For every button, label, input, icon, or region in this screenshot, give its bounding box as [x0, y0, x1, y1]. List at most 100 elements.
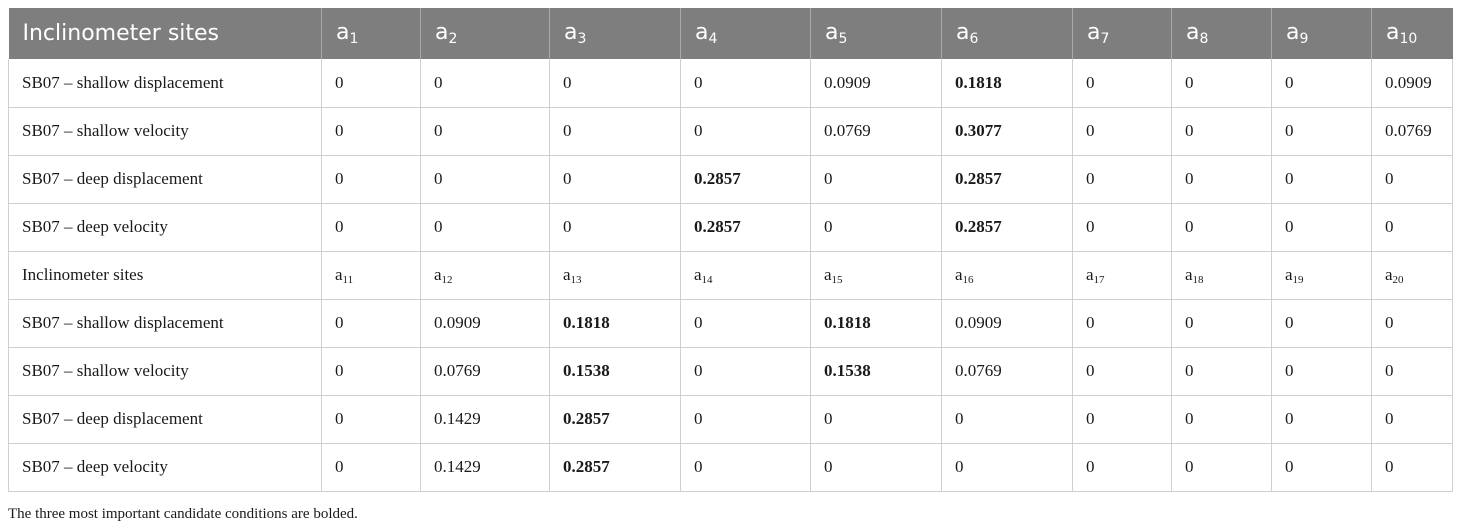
- table-row: SB07 – deep displacement 0 0.1429 0.2857 0 0 0…: [8, 395, 1453, 444]
- value-cell: 0: [321, 155, 421, 204]
- value-cell: 0: [1072, 59, 1172, 108]
- value-cell: 0: [941, 395, 1073, 444]
- value-cell: 0.1538: [810, 347, 942, 396]
- value-cell: 0.0909: [941, 299, 1073, 348]
- value-cell: 0: [549, 59, 681, 108]
- value-cell: 0: [1171, 395, 1272, 444]
- value-cell: 0.0769: [1371, 107, 1453, 156]
- table-container: Inclinometer sites a1 a2 a3 a4 a5 a6 a7 …: [8, 8, 1453, 492]
- value-cell: 0: [1072, 443, 1172, 492]
- header-cell: a7: [1072, 8, 1172, 59]
- value-cell: 0: [420, 203, 550, 252]
- value-cell: 0: [321, 107, 421, 156]
- value-cell: 0: [1171, 107, 1272, 156]
- value-cell: 0: [1371, 395, 1453, 444]
- value-cell: 0: [1171, 347, 1272, 396]
- subheader-cell: a19: [1271, 251, 1372, 300]
- table-row: SB07 – shallow velocity 0 0.0769 0.1538 0 0.1…: [8, 347, 1453, 396]
- table-body: SB07 – shallow displacement 0 0 0 0 0.0909 0.1…: [8, 59, 1453, 492]
- value-cell: 0: [680, 347, 811, 396]
- value-cell: 0.1429: [420, 443, 550, 492]
- subheader-cell: a16: [941, 251, 1073, 300]
- value-cell: 0.0769: [941, 347, 1073, 396]
- table-row: SB07 – shallow displacement 0 0 0 0 0.0909 0.1…: [8, 59, 1453, 108]
- value-cell: 0.0769: [420, 347, 550, 396]
- value-cell: 0: [941, 443, 1073, 492]
- value-cell: 0.2857: [680, 203, 811, 252]
- subheader-cell: a13: [549, 251, 681, 300]
- header-cell: a6: [941, 8, 1073, 59]
- value-cell: 0: [680, 395, 811, 444]
- value-cell: 0.1818: [941, 59, 1073, 108]
- row-site-label: SB07 – deep velocity: [8, 203, 322, 252]
- value-cell: 0.3077: [941, 107, 1073, 156]
- value-cell: 0.2857: [680, 155, 811, 204]
- value-cell: 0: [420, 155, 550, 204]
- value-cell: 0: [549, 107, 681, 156]
- value-cell: 0: [1271, 59, 1372, 108]
- subheader-cell: a14: [680, 251, 811, 300]
- value-cell: 0: [420, 59, 550, 108]
- value-cell: 0: [810, 155, 942, 204]
- table-row: SB07 – shallow displacement 0 0.0909 0.1818…: [8, 299, 1453, 348]
- row-site-label: SB07 – deep velocity: [8, 443, 322, 492]
- value-cell: 0: [1171, 155, 1272, 204]
- value-cell: 0: [420, 107, 550, 156]
- value-cell: 0.2857: [549, 395, 681, 444]
- row-site-label: SB07 – shallow displacement: [8, 299, 322, 348]
- value-cell: 0: [1171, 203, 1272, 252]
- value-cell: 0: [1072, 155, 1172, 204]
- value-cell: 0: [549, 203, 681, 252]
- value-cell: 0: [1171, 299, 1272, 348]
- value-cell: 0: [1371, 347, 1453, 396]
- value-cell: 0: [1072, 347, 1172, 396]
- header-site-label: Inclinometer sites: [8, 8, 322, 59]
- header-cell: a5: [810, 8, 942, 59]
- value-cell: 0: [1271, 203, 1372, 252]
- value-cell: 0: [1171, 59, 1272, 108]
- candidate-conditions-table: Inclinometer sites a1 a2 a3 a4 a5 a6 a7 …: [8, 8, 1453, 492]
- value-cell: 0.0909: [810, 59, 942, 108]
- row-site-label: SB07 – deep displacement: [8, 155, 322, 204]
- value-cell: 0.2857: [941, 203, 1073, 252]
- subheader-cell: a17: [1072, 251, 1172, 300]
- value-cell: 0: [321, 299, 421, 348]
- value-cell: 0: [1271, 443, 1372, 492]
- table-row: SB07 – deep velocity 0 0 0 0.2857 0 0.2857 0 0 0 0: [8, 203, 1453, 252]
- value-cell: 0: [680, 299, 811, 348]
- subheader-cell: a18: [1171, 251, 1272, 300]
- value-cell: 0: [1371, 443, 1453, 492]
- header-cell: a3: [549, 8, 681, 59]
- value-cell: 0: [1271, 299, 1372, 348]
- value-cell: 0.1538: [549, 347, 681, 396]
- value-cell: 0: [1072, 107, 1172, 156]
- table-footnote: The three most important candidate condi…: [8, 506, 358, 522]
- header-row: Inclinometer sites a1 a2 a3 a4 a5 a6 a7 …: [8, 8, 1453, 59]
- row-site-label: SB07 – deep displacement: [8, 395, 322, 444]
- value-cell: 0: [549, 155, 681, 204]
- value-cell: 0: [680, 59, 811, 108]
- value-cell: 0.0909: [420, 299, 550, 348]
- table-row: SB07 – deep velocity 0 0.1429 0.2857 0 0 0 0 0 0 0: [8, 443, 1453, 492]
- subheader-row: Inclinometer sites a11 a12 a13 a14 a15 a16 a17 a…: [8, 251, 1453, 300]
- table-row: SB07 – shallow velocity 0 0 0 0 0.0769 0.3077 0…: [8, 107, 1453, 156]
- value-cell: 0.1429: [420, 395, 550, 444]
- value-cell: 0.1818: [810, 299, 942, 348]
- value-cell: 0: [1371, 155, 1453, 204]
- value-cell: 0.2857: [941, 155, 1073, 204]
- value-cell: 0: [810, 203, 942, 252]
- subheader-cell: a15: [810, 251, 942, 300]
- row-site-label: SB07 – shallow velocity: [8, 107, 322, 156]
- row-site-label: SB07 – shallow displacement: [8, 59, 322, 108]
- value-cell: 0.2857: [549, 443, 681, 492]
- value-cell: 0: [1271, 395, 1372, 444]
- header-cell: a10: [1371, 8, 1453, 59]
- value-cell: 0: [680, 443, 811, 492]
- value-cell: 0: [680, 107, 811, 156]
- value-cell: 0: [321, 443, 421, 492]
- subheader-cell: a12: [420, 251, 550, 300]
- subheader-cell: a11: [321, 251, 421, 300]
- header-cell: a8: [1171, 8, 1272, 59]
- value-cell: 0: [321, 203, 421, 252]
- value-cell: 0.1818: [549, 299, 681, 348]
